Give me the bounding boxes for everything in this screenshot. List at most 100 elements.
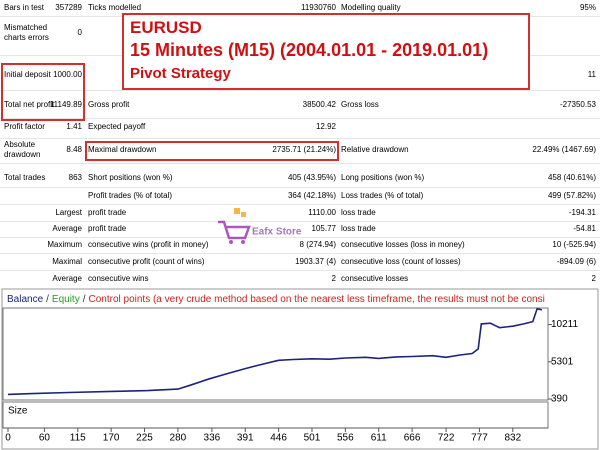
balance-line — [7, 307, 543, 396]
cell-label: Total net profit — [4, 100, 55, 109]
overlay-line: Pivot Strategy — [130, 65, 231, 82]
cell-label: Profit factor — [4, 122, 45, 131]
cell-value: 10 (-525.94) — [552, 240, 596, 249]
y-tick-label: 390 — [551, 394, 568, 405]
row-separator — [0, 270, 600, 271]
x-tick-label: 115 — [70, 433, 86, 444]
x-tick-label: 170 — [103, 433, 120, 444]
cell-value: 1.41 — [66, 122, 82, 131]
cell-label: Short positions (won %) — [88, 173, 173, 182]
plot-area — [2, 307, 549, 401]
x-tick-label: 501 — [304, 433, 321, 444]
x-tick-label: 777 — [471, 433, 488, 444]
cell-label: consecutive loss (count of losses) — [341, 257, 461, 266]
cell-label: Long positions (won %) — [341, 173, 425, 182]
cell-label: Gross profit — [88, 100, 130, 109]
row-prefix: Maximal — [52, 257, 82, 266]
y-tick-label: 5301 — [551, 356, 574, 367]
x-tick-label: 391 — [237, 433, 254, 444]
cell-value: 1000.00 — [53, 70, 82, 79]
legend-separator: / — [83, 294, 86, 305]
cell-value: 11149.89 — [49, 100, 82, 109]
x-tick-label: 832 — [504, 433, 521, 444]
cell-label: consecutive losses — [341, 274, 409, 283]
cell-value: -27350.53 — [559, 100, 596, 109]
cell-label: Relative drawdown — [341, 145, 409, 154]
row-separator — [0, 253, 600, 254]
x-tick-label: 446 — [270, 433, 287, 444]
cell-value: 499 (57.82%) — [547, 191, 596, 200]
cell-label: Bars in test — [4, 3, 45, 12]
cell-value: 2 — [591, 274, 596, 283]
legend-entry: Balance — [7, 294, 44, 305]
cell-value: 8.48 — [66, 145, 82, 154]
cell-value: 364 (42.18%) — [287, 191, 336, 200]
row-separator — [0, 237, 600, 238]
x-tick-label: 611 — [371, 433, 387, 444]
cell-value: 11 — [587, 70, 596, 79]
cell-value: 95% — [579, 3, 596, 12]
row-prefix: Average — [52, 274, 82, 283]
x-tick-label: 336 — [204, 433, 221, 444]
cell-value: 458 (40.61%) — [547, 173, 596, 182]
row-prefix: Average — [52, 224, 82, 233]
overlay-line: 15 Minutes (M15) (2004.01.01 - 2019.01.0… — [130, 40, 489, 60]
cell-label: Total trades — [4, 173, 46, 182]
cell-label: loss trade — [341, 208, 376, 217]
x-tick-label: 225 — [136, 433, 153, 444]
cell-label: consecutive profit (count of wins) — [88, 257, 205, 266]
row-separator — [0, 204, 600, 205]
cell-value: 105.77 — [311, 224, 336, 233]
size-pane — [2, 401, 549, 429]
legend-separator: / — [46, 294, 49, 305]
highlight-box — [85, 141, 339, 161]
x-tick-label: 556 — [337, 433, 354, 444]
cell-value: -894.09 (6) — [556, 257, 596, 266]
x-tick-label: 0 — [5, 433, 11, 444]
cell-value: 863 — [68, 173, 82, 182]
cell-label: consecutive losses (loss in money) — [341, 240, 465, 249]
row-prefix: Maximum — [47, 240, 82, 249]
row-separator — [0, 187, 600, 188]
cell-label: Ticks modelled — [88, 3, 142, 12]
legend: Balance / Equity / Control points (a very cr… — [7, 294, 545, 305]
cell-value: -54.81 — [573, 224, 596, 233]
cell-label: Loss trades (% of total) — [341, 191, 424, 200]
cell-label: Modelling quality — [341, 3, 401, 12]
legend-entry: Equity — [52, 294, 80, 305]
row-separator — [0, 221, 600, 222]
cell-label: profit trade — [88, 208, 127, 217]
cell-label: loss trade — [341, 224, 376, 233]
cell-value: -194.31 — [568, 208, 596, 217]
cell-value: 12.92 — [315, 122, 336, 131]
row-separator — [0, 90, 600, 91]
cell-value: 2735.71 (21.24%) — [272, 145, 336, 154]
cell-value: 2 — [331, 274, 336, 283]
cell-value: 8 (274.94) — [299, 240, 336, 249]
row-separator — [0, 138, 600, 139]
title-overlay: EURUSD 15 Minutes (M15) (2004.01.01 - 20… — [122, 13, 530, 90]
x-tick-label: 280 — [170, 433, 187, 444]
cell-label: consecutive wins (profit in money) — [88, 240, 209, 249]
highlight-box — [1, 63, 85, 121]
cell-value: 38500.42 — [302, 100, 336, 109]
overlay-line: EURUSD — [130, 18, 202, 37]
cell-label: Expected payoff — [88, 122, 146, 131]
cell-label: Absolute drawdown — [4, 140, 41, 159]
x-tick-label: 722 — [438, 433, 455, 444]
cell-label: consecutive wins — [88, 274, 149, 283]
cell-value: 11930760 — [301, 3, 336, 12]
cell-value: 357289 — [55, 3, 82, 12]
cell-label: Profit trades (% of total) — [88, 191, 173, 200]
cell-label: Maximal drawdown — [88, 145, 157, 154]
cell-value: 22.49% (1467.69) — [532, 145, 596, 154]
cell-value: 405 (43.95%) — [287, 173, 336, 182]
row-prefix: Largest — [55, 208, 82, 217]
cell-label: profit trade — [88, 224, 127, 233]
cell-label: Gross loss — [341, 100, 379, 109]
y-tick-label: 10211 — [551, 319, 579, 330]
cell-value: 0 — [77, 28, 82, 37]
cell-value: 1110.00 — [308, 208, 336, 217]
